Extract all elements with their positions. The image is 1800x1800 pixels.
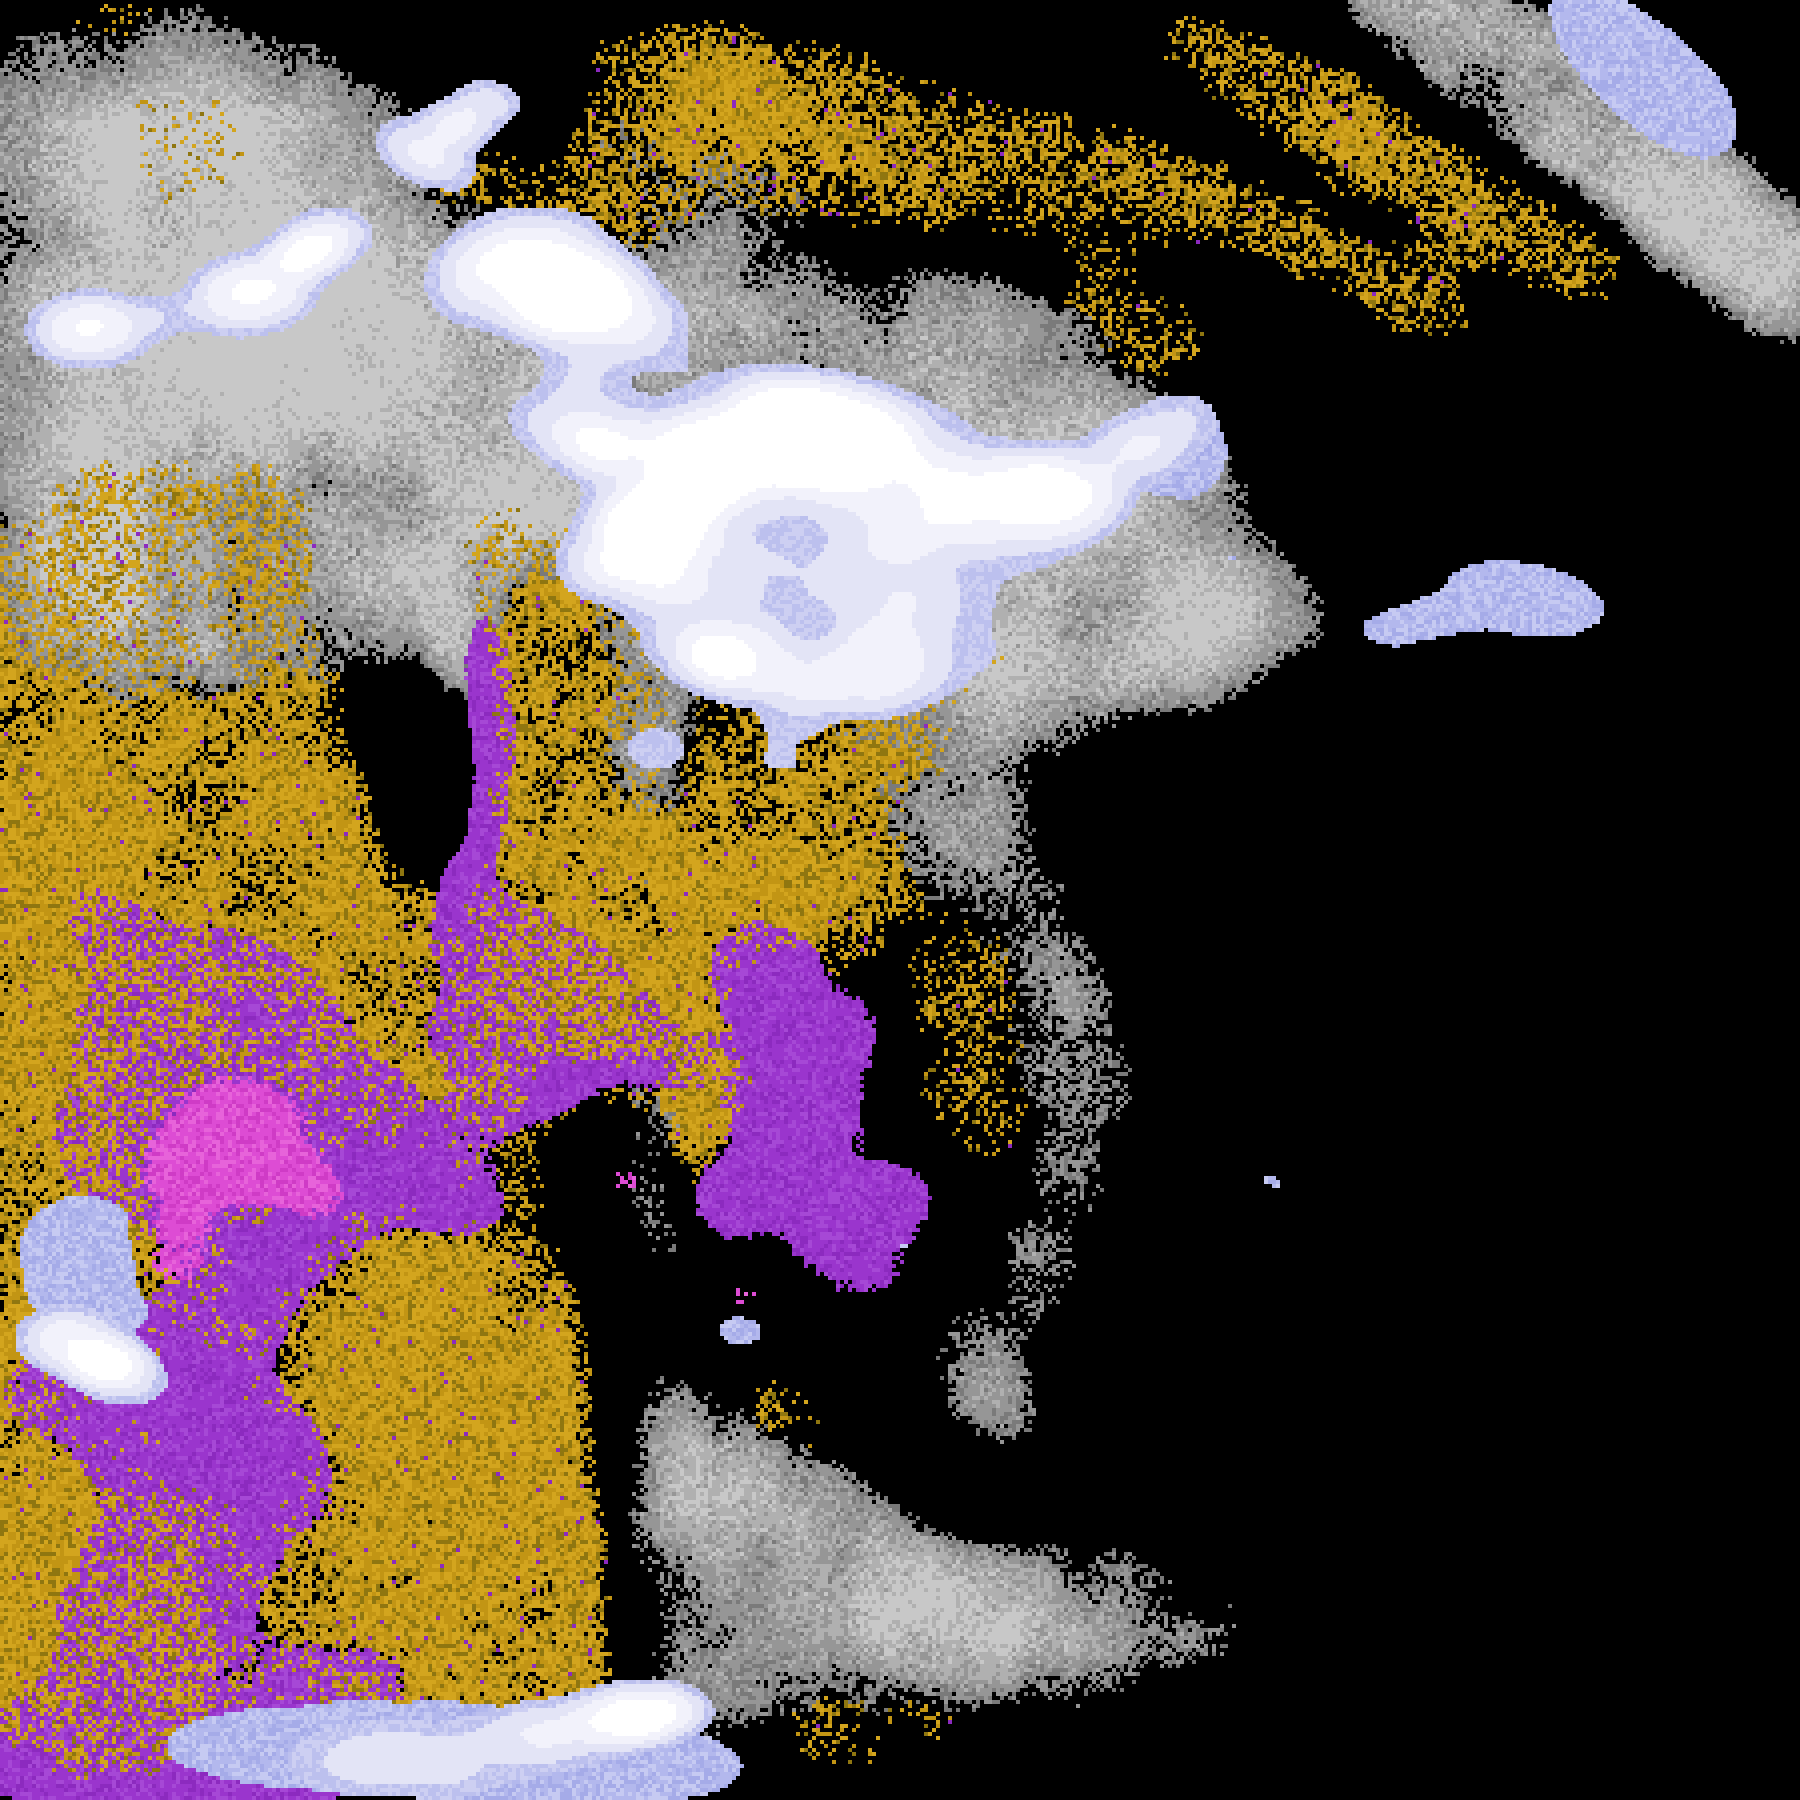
satellite-cloud-image [0, 0, 1800, 1800]
satellite-image-container [0, 0, 1800, 1800]
